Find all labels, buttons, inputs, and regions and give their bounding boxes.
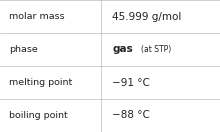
Text: −91 °C: −91 °C [112,77,150,88]
Text: melting point: melting point [9,78,72,87]
Text: molar mass: molar mass [9,12,64,21]
Text: (at STP): (at STP) [141,45,171,54]
Text: −88 °C: −88 °C [112,110,150,121]
Text: 45.999 g/mol: 45.999 g/mol [112,11,182,22]
Text: boiling point: boiling point [9,111,68,120]
Text: phase: phase [9,45,38,54]
Text: gas: gas [112,44,133,55]
